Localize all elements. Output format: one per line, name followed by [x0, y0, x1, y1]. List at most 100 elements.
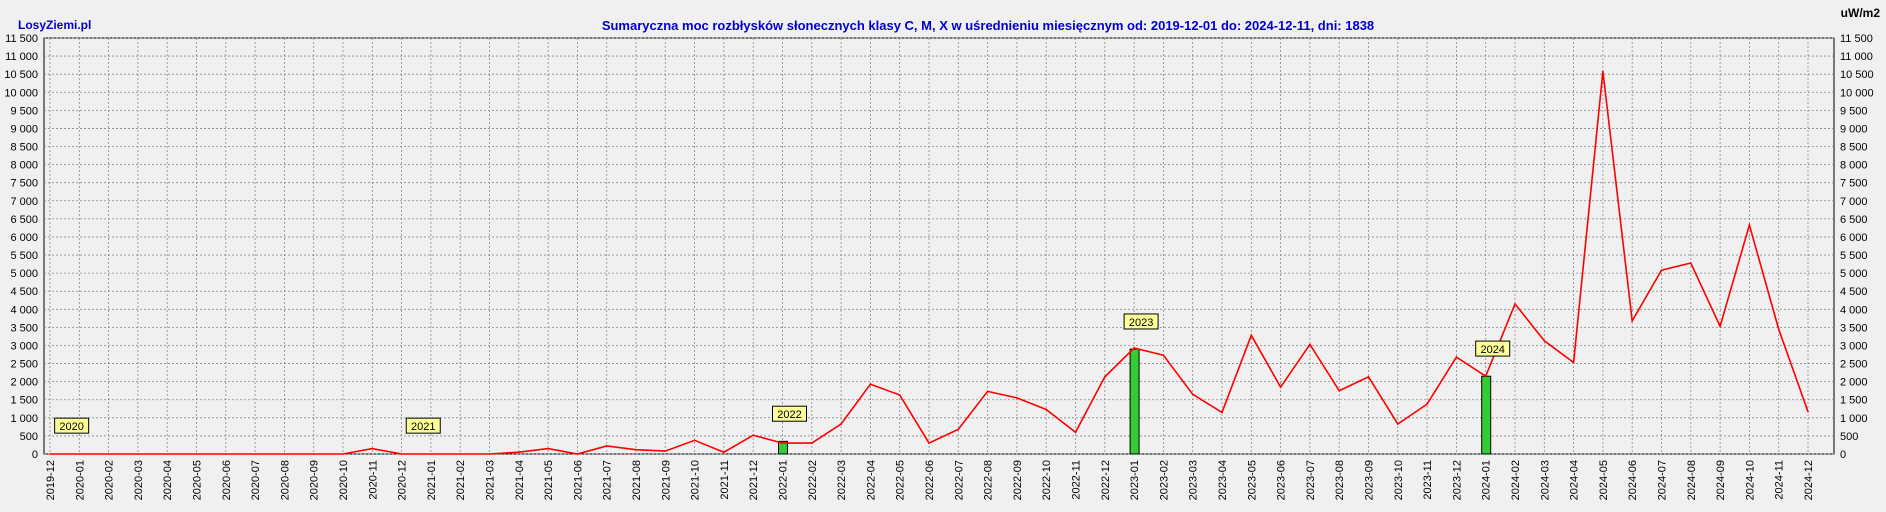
y-tick-label-right: 3 500 — [1840, 322, 1868, 334]
y-tick-label-right: 4 000 — [1840, 304, 1868, 316]
data-point — [1748, 224, 1751, 226]
unit-label: uW/m2 — [1840, 6, 1880, 20]
x-tick-label: 2022-07 — [953, 460, 965, 500]
y-tick-label-left: 6 500 — [10, 214, 38, 226]
y-tick-label-right: 9 500 — [1840, 105, 1868, 117]
data-point — [312, 453, 315, 455]
year-marker-box — [1123, 313, 1159, 330]
y-tick-label-right: 9 000 — [1840, 123, 1868, 135]
x-tick-label: 2024-05 — [1598, 460, 1610, 500]
x-tick-label: 2022-03 — [836, 460, 848, 500]
x-tick-label: 2024-08 — [1686, 460, 1698, 500]
x-tick-label: 2022-08 — [983, 460, 995, 500]
data-point — [635, 448, 637, 451]
x-tick-label: 2022-12 — [1100, 460, 1112, 500]
data-point — [1104, 376, 1106, 378]
y-tick-label-left: 9 000 — [10, 123, 38, 135]
year-marker-label: 2023 — [1129, 317, 1153, 329]
data-point — [1602, 70, 1604, 73]
x-tick-label: 2023-05 — [1246, 460, 1258, 500]
data-point — [137, 453, 139, 455]
x-tick-label: 2023-02 — [1158, 460, 1170, 500]
brand-logo[interactable]: LosyZiemi.pl — [18, 18, 92, 32]
x-tick-label: 2020-08 — [279, 460, 291, 500]
x-tick-label: 2020-06 — [221, 460, 233, 500]
x-tick-label: 2020-07 — [250, 460, 262, 500]
x-tick-label: 2021-06 — [572, 460, 584, 500]
data-point — [986, 390, 989, 393]
y-tick-label-left: 3 500 — [10, 322, 38, 334]
y-tick-label-left: 9 500 — [10, 105, 38, 117]
data-point — [1543, 339, 1546, 342]
y-tick-label-left: 0 — [32, 449, 38, 461]
year-marker-box — [54, 417, 90, 434]
data-point — [1074, 431, 1077, 434]
x-tick-label: 2022-01 — [778, 460, 790, 500]
y-tick-label-left: 8 000 — [10, 160, 38, 172]
chart-title: Sumaryczna moc rozbłysków słonecznych kl… — [601, 18, 1375, 33]
x-tick-label: 2021-09 — [660, 460, 672, 500]
data-point — [1133, 347, 1135, 349]
data-point — [547, 447, 549, 450]
x-tick-label: 2023-08 — [1334, 460, 1346, 500]
data-point — [1162, 354, 1165, 357]
y-tick-label-left: 2 500 — [10, 359, 38, 371]
y-tick-label-left: 6 000 — [10, 232, 38, 244]
x-tick-label: 2022-09 — [1012, 460, 1024, 500]
data-point — [518, 451, 520, 453]
data-point — [1309, 343, 1311, 346]
data-point — [605, 445, 608, 447]
y-tick-label-left: 7 000 — [10, 196, 38, 208]
data-point — [488, 453, 491, 455]
y-tick-label-right: 6 000 — [1840, 232, 1868, 244]
x-tick-label: 2021-08 — [631, 460, 643, 500]
x-tick-label: 2023-10 — [1393, 460, 1405, 500]
x-tick-label: 2024-09 — [1715, 460, 1727, 500]
year-marker-box — [772, 405, 807, 422]
data-point — [1514, 303, 1516, 305]
data-point — [664, 450, 667, 452]
x-tick-label: 2023-11 — [1422, 460, 1434, 500]
data-point — [752, 434, 754, 436]
data-point — [195, 453, 198, 455]
y-tick-label-left: 1 500 — [10, 395, 38, 407]
data-point — [166, 453, 168, 455]
y-tick-label-left: 10 000 — [4, 87, 38, 99]
data-point — [78, 453, 81, 455]
data-point — [1455, 356, 1458, 358]
x-tick-label: 2021-12 — [748, 460, 760, 500]
x-tick-label: 2024-11 — [1774, 460, 1786, 500]
data-point — [1045, 408, 1047, 411]
y-tick-label-right: 8 000 — [1840, 160, 1868, 172]
data-point — [1191, 393, 1194, 396]
y-tick-label-right: 8 500 — [1840, 142, 1868, 154]
x-tick-label: 2021-04 — [514, 460, 526, 500]
x-tick-label: 2024-02 — [1510, 460, 1522, 500]
y-tick-label-right: 11 500 — [1840, 33, 1873, 45]
data-point — [225, 453, 227, 455]
y-tick-label-left: 11 500 — [5, 33, 38, 45]
data-point — [254, 453, 256, 455]
x-tick-label: 2024-01 — [1481, 460, 1493, 500]
data-point — [371, 447, 374, 450]
x-tick-label: 2022-04 — [865, 460, 877, 500]
x-tick-label: 2021-03 — [485, 460, 497, 500]
x-tick-label: 2020-09 — [309, 460, 321, 500]
y-tick-label-right: 7 500 — [1840, 178, 1868, 190]
y-tick-label-right: 11 000 — [1840, 51, 1873, 63]
year-marker-label: 2021 — [411, 421, 435, 433]
data-point — [1572, 361, 1575, 364]
year-marker-box — [1475, 340, 1511, 357]
x-tick-label: 2020-10 — [338, 460, 350, 500]
x-tick-label: 2023-04 — [1217, 460, 1229, 500]
data-point — [1719, 325, 1721, 328]
data-point — [1484, 375, 1487, 378]
x-tick-label: 2024-10 — [1744, 460, 1756, 500]
x-tick-label: 2020-12 — [397, 460, 409, 500]
x-tick-label: 2021-05 — [543, 460, 555, 500]
y-tick-label-left: 2 000 — [10, 377, 38, 389]
y-tick-label-right: 5 500 — [1840, 250, 1868, 262]
y-tick-label-right: 6 500 — [1840, 214, 1868, 226]
y-tick-label-left: 10 500 — [4, 69, 38, 81]
x-tick-label: 2021-10 — [690, 460, 702, 500]
